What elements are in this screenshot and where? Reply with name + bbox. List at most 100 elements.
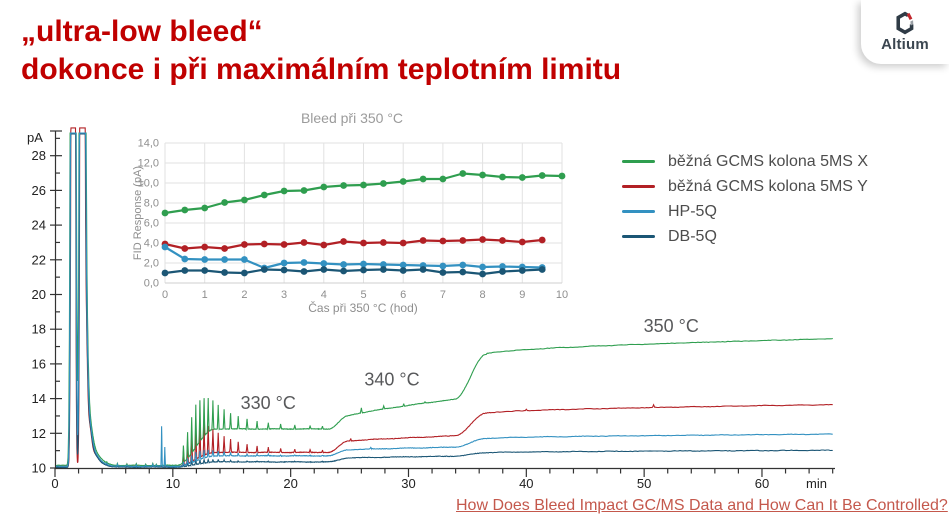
inset-line-hp-5q <box>164 246 543 270</box>
inset-ytick-0: 0,0 <box>144 278 159 290</box>
inset-marker-b-n-gcms-kolona-5ms-y <box>221 245 229 252</box>
inset-marker-b-n-gcms-kolona-5ms-x <box>499 173 506 181</box>
inset-marker-hp-5q <box>280 259 288 267</box>
main-ytick-10: 10 <box>32 461 46 476</box>
inset-marker-b-n-gcms-kolona-5ms-y <box>538 236 546 244</box>
main-xtick-20: 20 <box>283 476 297 491</box>
main-ytick-20: 20 <box>32 287 46 302</box>
inset-marker-hp-5q <box>320 260 328 267</box>
inset-marker-b-n-gcms-kolona-5ms-y <box>320 241 328 249</box>
altium-logo-text: Altium <box>881 36 929 53</box>
legend-label-b-n-gcms-kolona-5ms-x: běžná GCMS kolona 5MS X <box>668 152 869 170</box>
inset-marker-hp-5q <box>479 263 486 271</box>
inset-ylabel: FID Response (pA) <box>132 166 144 260</box>
temp-annotation-340-c: 340 °C <box>364 370 419 390</box>
inset-marker-hp-5q <box>181 255 189 263</box>
inset-xtick-10: 10 <box>556 289 568 301</box>
inset-ytick-6: 6,0 <box>144 218 159 230</box>
main-ytick-12: 12 <box>32 426 46 441</box>
inset-marker-db-5q <box>499 268 506 275</box>
inset-marker-b-n-gcms-kolona-5ms-y <box>439 237 447 245</box>
main-ytick-26: 26 <box>32 183 46 198</box>
inset-axis-labels: 0 1 2 3 4 5 6 7 8 9 10 0,0 2,0 4,0 6,0 8,0 10,0 12,0 14,0 <box>138 138 569 302</box>
inset-marker-b-n-gcms-kolona-5ms-y <box>499 237 506 244</box>
main-yaxis-unit: pA <box>27 130 43 145</box>
title-block: „ultra-low bleed“ dokonce i při maximáln… <box>21 13 621 89</box>
inset-xtick-9: 9 <box>519 289 525 301</box>
inset-marker-b-n-gcms-kolona-5ms-y <box>241 241 248 248</box>
inset-marker-hp-5q <box>399 261 407 269</box>
legend-swatch-hp-5q <box>622 209 655 214</box>
inset-xtick-6: 6 <box>400 289 406 301</box>
inset-marker-db-5q <box>161 269 169 277</box>
legend-swatch-b-n-gcms-kolona-5ms-y <box>622 184 655 189</box>
legend-label-hp-5q: HP-5Q <box>668 202 717 220</box>
inset-marker-b-n-gcms-kolona-5ms-x <box>260 191 268 199</box>
main-xtick-30: 30 <box>401 476 415 491</box>
footer-link[interactable]: How Does Bleed Impact GC/MS Data and How… <box>456 497 948 514</box>
inset-marker-hp-5q <box>161 243 169 251</box>
inset-marker-db-5q <box>439 269 447 276</box>
inset-marker-b-n-gcms-kolona-5ms-y <box>201 243 209 251</box>
inset-marker-db-5q <box>479 270 486 278</box>
inset-marker-db-5q <box>241 269 248 277</box>
legend-label-db-5q: DB-5Q <box>668 227 717 245</box>
legend-swatch-db-5q <box>622 234 655 239</box>
inset-title: Bleed při 350 °C <box>301 110 403 126</box>
inset-marker-hp-5q <box>499 263 506 270</box>
trace-hp-5q <box>56 132 833 468</box>
slide-title-line-2: dokonce i při maximálním teplotním limit… <box>21 53 622 86</box>
inset-xtick-4: 4 <box>321 289 327 301</box>
inset-xtick-5: 5 <box>360 289 366 301</box>
main-xtick-0: 0 <box>51 476 58 491</box>
chart-legend: běžná GCMS kolona 5MS X běžná GCMS kolona… <box>622 149 868 249</box>
main-ytick-16: 16 <box>32 356 46 371</box>
main-ytick-14: 14 <box>32 391 46 406</box>
inset-marker-db-5q <box>181 267 189 274</box>
legend-swatch-b-n-gcms-kolona-5ms-x <box>622 159 655 164</box>
inset-marker-hp-5q <box>360 260 367 268</box>
temperature-annotations: 330 °C 340 °C 350 °C <box>241 316 699 413</box>
legend-label-b-n-gcms-kolona-5ms-y: běžná GCMS kolona 5MS Y <box>668 177 868 195</box>
inset-marker-b-n-gcms-kolona-5ms-x <box>380 180 387 187</box>
inset-marker-b-n-gcms-kolona-5ms-x <box>201 204 209 212</box>
inset-xtick-0: 0 <box>162 289 168 301</box>
inset-marker-b-n-gcms-kolona-5ms-y <box>300 239 308 246</box>
inset-marker-db-5q <box>260 266 268 273</box>
inset-series-db-5q <box>161 266 546 278</box>
altium-hexagon-ring <box>896 11 914 35</box>
main-xtick-40: 40 <box>519 476 533 491</box>
inset-marker-hp-5q <box>380 261 387 268</box>
inset-series-b-n-gcms-kolona-5ms-x <box>161 170 566 217</box>
inset-marker-hp-5q <box>439 262 447 270</box>
inset-marker-b-n-gcms-kolona-5ms-y <box>260 240 268 248</box>
inset-marker-hp-5q <box>241 256 248 263</box>
inset-marker-b-n-gcms-kolona-5ms-y <box>340 238 347 245</box>
temp-annotation-330-c: 330 °C <box>241 393 296 413</box>
main-xtick-50: 50 <box>637 476 651 491</box>
inset-ytick-10: 10,0 <box>138 178 159 190</box>
main-ytick-24: 24 <box>32 218 46 233</box>
main-ytick-18: 18 <box>32 322 46 337</box>
inset-marker-db-5q <box>399 267 407 274</box>
inset-marker-db-5q <box>459 268 467 276</box>
inset-series-b-n-gcms-kolona-5ms-y <box>161 236 546 252</box>
inset-ytick-8: 8,0 <box>144 198 159 210</box>
altium-gray-slash <box>910 20 914 26</box>
inset-marker-b-n-gcms-kolona-5ms-x <box>360 181 367 189</box>
inset-marker-db-5q <box>380 266 387 273</box>
inset-marker-b-n-gcms-kolona-5ms-y <box>181 245 189 252</box>
inset-marker-b-n-gcms-kolona-5ms-x <box>439 175 447 183</box>
inset-xlabel: Čas při 350 °C (hod) <box>308 300 418 315</box>
altium-logo-card: Altium <box>861 0 949 64</box>
main-xtick-10: 10 <box>166 476 180 491</box>
inset-marker-b-n-gcms-kolona-5ms-y <box>380 239 387 246</box>
inset-xtick-2: 2 <box>241 289 247 301</box>
legend-item-db-5q: DB-5Q <box>622 224 868 249</box>
inset-marker-b-n-gcms-kolona-5ms-x <box>280 187 288 195</box>
inset-marker-b-n-gcms-kolona-5ms-x <box>538 172 546 179</box>
